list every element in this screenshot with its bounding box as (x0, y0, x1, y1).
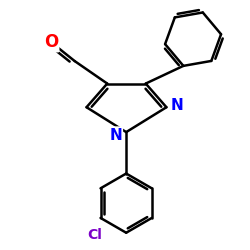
Text: N: N (171, 98, 183, 113)
Text: O: O (44, 33, 58, 51)
Text: Cl: Cl (87, 228, 102, 241)
Text: N: N (109, 128, 122, 142)
